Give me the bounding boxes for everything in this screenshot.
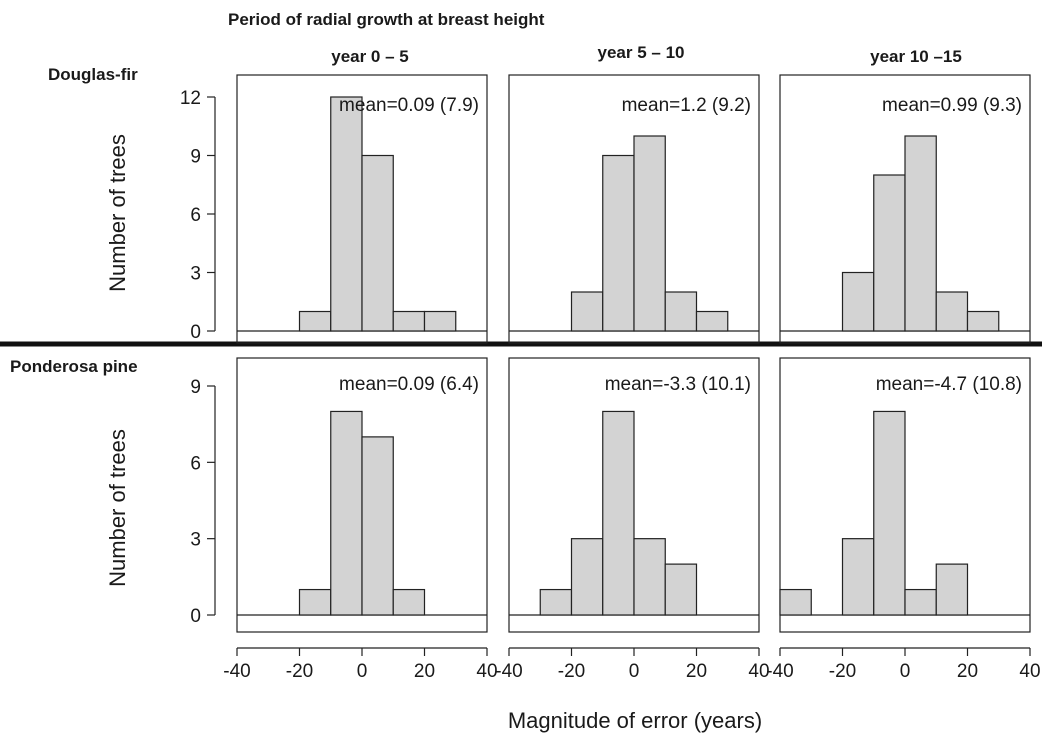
- x-tick-label: 20: [686, 661, 707, 682]
- y-tick-label: 9: [190, 147, 201, 168]
- histogram-bar: [298, 310, 332, 332]
- histogram-bar: [330, 96, 363, 332]
- y-tick-label: 0: [190, 606, 201, 627]
- y-axis-label-bottom: Number of trees: [105, 429, 130, 587]
- histogram-bar: [664, 563, 698, 616]
- histogram-bar: [904, 588, 937, 616]
- histogram-bar: [904, 135, 937, 332]
- histogram-panels: 0 3 6 9 12 mean=0.09 (7.9) mean=1.2 (9.2) mean=…: [180, 74, 1041, 682]
- x-tick-label: 0: [357, 661, 368, 682]
- panel-frame: [779, 357, 1031, 633]
- row-label-douglas-fir: Douglas-fir: [48, 65, 138, 84]
- x-tick-label: -40: [766, 661, 793, 682]
- column-title-2: year 5 – 10: [598, 43, 685, 62]
- panel-douglas-fir-3: mean=0.99 (9.3): [779, 74, 1031, 344]
- mean-annotation: mean=1.2 (9.2): [622, 95, 751, 116]
- histogram-bar: [392, 310, 426, 332]
- histogram-bar: [935, 291, 969, 332]
- histogram-bar: [633, 135, 666, 332]
- histogram-bar: [602, 154, 635, 332]
- x-tick-label: -40: [495, 661, 522, 682]
- histogram-bar: [361, 436, 394, 616]
- panel-douglas-fir-2: mean=1.2 (9.2): [508, 74, 760, 344]
- x-tick-label: -20: [286, 661, 313, 682]
- column-title-1: year 0 – 5: [331, 47, 409, 66]
- histogram-bar: [330, 410, 363, 616]
- histogram-bar: [633, 538, 666, 616]
- x-tick-label: 20: [957, 661, 978, 682]
- y-axis-label-top: Number of trees: [105, 134, 130, 292]
- panel-douglas-fir-1: 0 3 6 9 12 mean=0.09 (7.9): [180, 74, 488, 344]
- x-tick-label: 0: [900, 661, 911, 682]
- histogram-bar: [392, 588, 426, 616]
- x-axis-label: Magnitude of error (years): [508, 708, 762, 733]
- histogram-bar: [873, 174, 906, 332]
- figure-title: Period of radial growth at breast height: [228, 10, 545, 29]
- x-tick-label: -40: [223, 661, 250, 682]
- x-tick-label: -20: [558, 661, 585, 682]
- panel-frame: [508, 357, 760, 633]
- histogram-bar: [695, 310, 729, 332]
- histogram-bar: [966, 310, 1000, 332]
- x-tick-label: 40: [748, 661, 769, 682]
- histogram-bar: [841, 271, 875, 332]
- y-tick-label: 6: [190, 205, 201, 226]
- y-tick-label: 9: [190, 377, 201, 398]
- y-tick-label: 3: [190, 264, 201, 285]
- histogram-bar: [298, 588, 332, 616]
- y-tick-label: 6: [190, 453, 201, 474]
- panel-ponderosa-pine-1: 0 3 6 9 -40 -20 0 20 40 mean=0.09 (6.4): [190, 357, 498, 682]
- histogram-bar: [602, 410, 635, 616]
- mean-annotation: mean=0.09 (7.9): [339, 95, 479, 116]
- histogram-bar: [423, 310, 457, 332]
- mean-annotation: mean=0.99 (9.3): [882, 95, 1022, 116]
- y-tick-label: 12: [180, 88, 201, 109]
- y-tick-label: 0: [190, 322, 201, 343]
- histogram-bar: [873, 410, 906, 616]
- histogram-bar: [664, 291, 698, 332]
- histogram-bar: [570, 538, 604, 616]
- histogram-bar: [935, 563, 969, 616]
- histogram-bar: [570, 291, 604, 332]
- x-tick-label: 40: [1019, 661, 1040, 682]
- panel-frame: [236, 357, 488, 633]
- x-tick-label: 20: [414, 661, 435, 682]
- histogram-bar: [779, 588, 812, 616]
- x-tick-label: 40: [476, 661, 497, 682]
- x-tick-label: -20: [829, 661, 856, 682]
- histogram-bar: [539, 588, 573, 616]
- x-tick-label: 0: [629, 661, 640, 682]
- y-tick-label: 3: [190, 530, 201, 551]
- panel-ponderosa-pine-2: -40 -20 0 20 40 mean=-3.3 (10.1): [495, 357, 770, 682]
- column-title-3: year 10 –15: [870, 47, 962, 66]
- panel-frame: [236, 74, 488, 344]
- panel-frame: [508, 74, 760, 344]
- mean-annotation: mean=-4.7 (10.8): [876, 374, 1022, 395]
- mean-annotation: mean=0.09 (6.4): [339, 374, 479, 395]
- panel-frame: [779, 74, 1031, 344]
- mean-annotation: mean=-3.3 (10.1): [605, 374, 751, 395]
- row-label-ponderosa-pine: Ponderosa pine: [10, 357, 138, 376]
- histogram-bar: [841, 538, 875, 616]
- histogram-bar: [361, 154, 394, 332]
- panel-ponderosa-pine-3: -40 -20 0 20 40 mean=-4.7 (10.8): [766, 357, 1041, 682]
